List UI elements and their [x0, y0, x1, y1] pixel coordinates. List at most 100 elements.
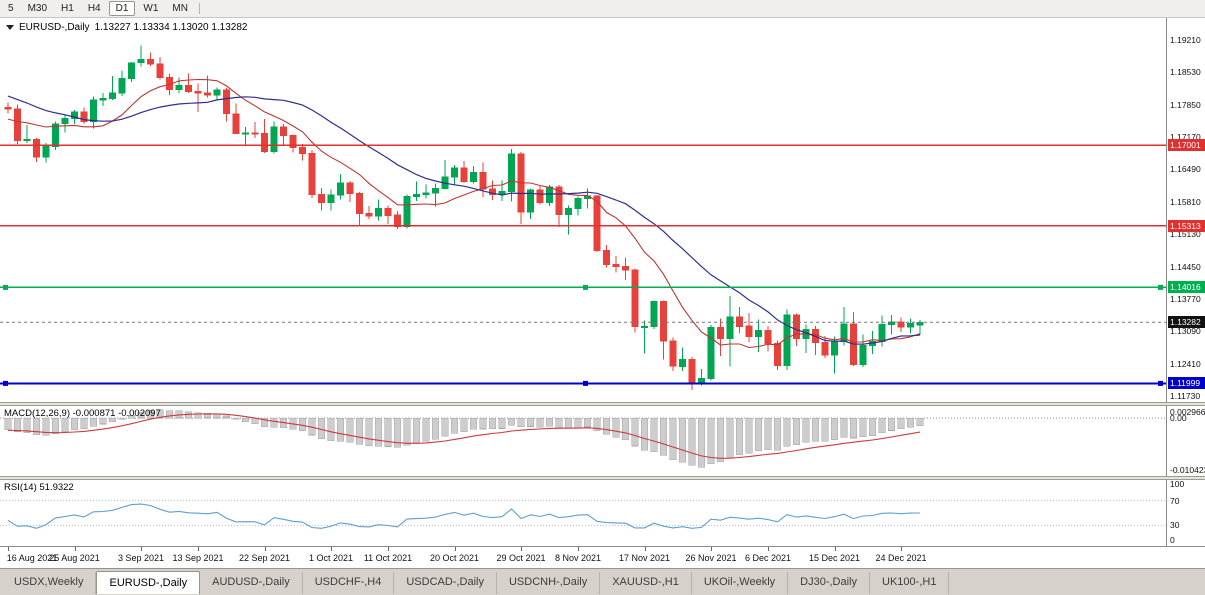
- ma-slow-line: [7, 95, 921, 345]
- chart-tab-eurusd-daily[interactable]: EURUSD-,Daily: [96, 571, 201, 594]
- macd-histogram-bar: [32, 417, 40, 436]
- time-tick-label: 16 Aug 2021: [6, 553, 58, 563]
- timeframe-toolbar: 5 M30 H1 H4 D1 W1 MN: [0, 0, 1205, 18]
- macd-histogram-bar: [707, 417, 715, 465]
- time-tick-mark: [834, 547, 836, 551]
- time-tick-mark: [388, 547, 389, 551]
- time-tick-label: 13 Sep 2021: [172, 553, 224, 563]
- macd-signal-line: [7, 413, 921, 459]
- rsi-axis-label: 30: [1170, 520, 1180, 531]
- time-tick-label: 1 Oct 2021: [308, 553, 354, 563]
- rsi-axis-label: 0: [1170, 535, 1175, 545]
- macd-histogram-bar: [242, 417, 250, 423]
- chart-tab-ukoil-weekly[interactable]: UKOil-,Weekly: [692, 572, 789, 594]
- macd-histogram-bar: [99, 417, 107, 425]
- time-tick-mark: [8, 547, 9, 551]
- rsi-line: [7, 503, 921, 529]
- macd-histogram-bar: [422, 417, 430, 442]
- macd-histogram-bar: [859, 417, 867, 438]
- macd-histogram-bar: [507, 417, 515, 426]
- macd-histogram-bar: [403, 417, 411, 446]
- chart-tab-usdcnh-daily[interactable]: USDCNH-,Daily: [497, 572, 601, 594]
- level-price-badge: 1.11999: [1168, 377, 1205, 390]
- macd-histogram-bar: [270, 417, 278, 428]
- timeframe-button-w1[interactable]: W1: [143, 3, 159, 14]
- macd-histogram-bar: [574, 417, 582, 428]
- timeframe-button-m30[interactable]: M30: [27, 3, 48, 14]
- macd-histogram-bar: [137, 411, 145, 419]
- timeframe-button-mn[interactable]: MN: [172, 3, 188, 14]
- level-price-badge: 1.14016: [1168, 281, 1205, 294]
- time-axis[interactable]: 16 Aug 2021 25 Aug 2021 3 Sep 2021 13 Sep 2…: [0, 546, 1205, 568]
- line-handle[interactable]: [1158, 284, 1163, 290]
- time-tick-mark: [901, 547, 902, 551]
- macd-histogram-bar: [849, 417, 857, 439]
- time-tick-label: 29 Oct 2021: [496, 553, 546, 563]
- price-tick-label: 1.17850: [1170, 99, 1201, 110]
- time-tick-mark: [454, 547, 456, 551]
- rsi-indicator-panel[interactable]: [0, 480, 1166, 546]
- price-tick-label: 1.13090: [1170, 326, 1201, 337]
- line-handle[interactable]: [583, 284, 588, 290]
- chart-tab-dj30-daily[interactable]: DJ30-,Daily: [788, 572, 871, 594]
- chart-symbol-period: EURUSD-,Daily: [19, 22, 90, 33]
- macd-histogram-bar: [811, 417, 819, 442]
- chart-collapse-icon[interactable]: [6, 25, 14, 30]
- macd-histogram-bar: [640, 417, 648, 451]
- time-tick-mark: [578, 547, 579, 551]
- time-tick-label: 20 Oct 2021: [429, 553, 480, 563]
- line-handle[interactable]: [3, 380, 8, 386]
- macd-histogram-bar: [802, 417, 810, 443]
- macd-histogram-bar: [336, 417, 344, 442]
- macd-histogram-bar: [80, 417, 88, 430]
- ma-fast-line: [7, 78, 921, 349]
- macd-histogram-bar: [821, 417, 829, 442]
- macd-histogram-bar: [621, 417, 629, 441]
- macd-histogram-bar: [374, 417, 382, 447]
- panel-splitter[interactable]: [0, 402, 1205, 406]
- macd-histogram-bar: [887, 417, 895, 431]
- chart-tab-usdcad-daily[interactable]: USDCAD-,Daily: [394, 572, 497, 594]
- time-tick-mark: [768, 547, 769, 551]
- chart-tabs: USDX,Weekly EURUSD-,Daily AUDUSD-,Daily USD…: [0, 571, 1205, 594]
- macd-histogram-bar: [878, 417, 886, 434]
- line-handle[interactable]: [1158, 380, 1163, 386]
- price-tick-label: 1.15130: [1170, 229, 1201, 240]
- macd-histogram-bar: [735, 417, 743, 456]
- macd-values: -0.000871 -0.002097: [72, 408, 161, 419]
- macd-histogram-bar: [61, 417, 69, 433]
- chart-tab-audusd-daily[interactable]: AUDUSD-,Daily: [200, 572, 303, 594]
- macd-indicator-panel[interactable]: [0, 406, 1166, 476]
- toolbar-separator: [198, 3, 200, 14]
- price-tick-label: 1.17170: [1170, 132, 1201, 143]
- macd-histogram-bar: [260, 417, 268, 428]
- macd-histogram-bar: [128, 414, 136, 419]
- chart-tab-uk100-h1[interactable]: UK100-,H1: [870, 572, 950, 594]
- line-handle[interactable]: [3, 284, 8, 290]
- time-tick-mark: [74, 547, 76, 551]
- rsi-name: RSI(14): [4, 482, 37, 493]
- price-axis[interactable]: 1.19210 1.18530 1.17850 1.17170 1.16490 1.158…: [1166, 18, 1205, 546]
- macd-histogram-bar: [327, 417, 335, 442]
- timeframe-button-h1[interactable]: H1: [61, 3, 74, 14]
- panel-splitter[interactable]: [0, 476, 1205, 480]
- macd-histogram-bar: [792, 417, 800, 445]
- timeframe-button-d1[interactable]: D1: [108, 1, 136, 16]
- macd-histogram-bar: [783, 417, 791, 447]
- price-tick-label: 1.14450: [1170, 261, 1201, 272]
- macd-histogram-bar: [498, 417, 506, 429]
- main-price-chart[interactable]: [0, 18, 1166, 402]
- time-tick-mark: [198, 547, 199, 551]
- level-price-badge: 1.17001: [1168, 139, 1205, 152]
- time-tick-mark: [644, 547, 646, 551]
- time-tick-mark: [331, 547, 332, 551]
- chart-tab-usdchf-h4[interactable]: USDCHF-,H4: [303, 572, 395, 594]
- chart-tab-usdx-weekly[interactable]: USDX,Weekly: [2, 572, 97, 594]
- timeframe-button-5[interactable]: 5: [8, 3, 14, 14]
- chart-tab-xauusd-h1[interactable]: XAUUSD-,H1: [600, 572, 692, 594]
- macd-histogram-bar: [612, 417, 620, 438]
- timeframe-button-h4[interactable]: H4: [87, 3, 101, 14]
- line-handle[interactable]: [583, 380, 588, 386]
- chart-title: EURUSD-,Daily 1.13227 1.13334 1.13020 1.…: [6, 22, 248, 33]
- time-tick-label: 15 Dec 2021: [808, 553, 861, 563]
